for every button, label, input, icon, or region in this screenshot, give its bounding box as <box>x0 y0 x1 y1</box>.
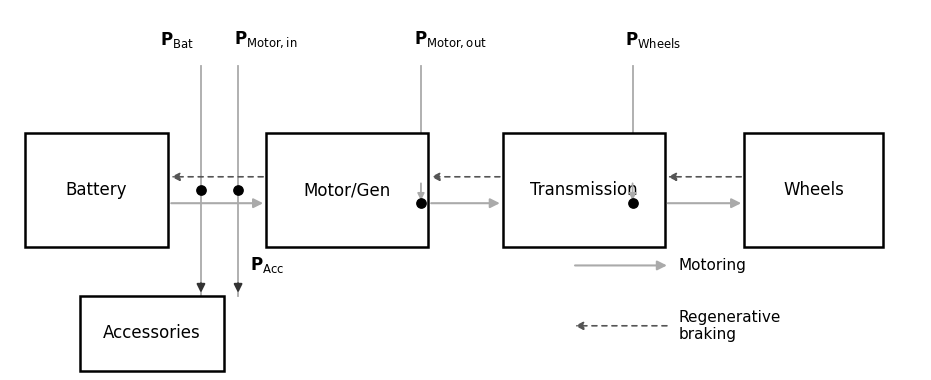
Point <box>194 187 209 193</box>
Point <box>231 187 246 193</box>
Text: Motoring: Motoring <box>679 258 747 273</box>
Bar <box>80 296 224 371</box>
Text: P$_{\rm Motor,out}$: P$_{\rm Motor,out}$ <box>413 30 486 51</box>
Text: Motor/Gen: Motor/Gen <box>304 181 391 199</box>
Bar <box>503 133 665 247</box>
Bar <box>24 133 169 247</box>
Text: Regenerative
braking: Regenerative braking <box>679 310 781 342</box>
Point <box>413 200 428 206</box>
Point <box>625 200 640 206</box>
Text: P$_{\rm Wheels}$: P$_{\rm Wheels}$ <box>625 30 681 51</box>
Text: P$_{\rm Bat}$: P$_{\rm Bat}$ <box>160 30 194 51</box>
Text: P$_{\rm Acc}$: P$_{\rm Acc}$ <box>250 255 285 275</box>
Bar <box>266 133 428 247</box>
Bar <box>744 133 884 247</box>
Text: Accessories: Accessories <box>103 325 201 342</box>
Text: Battery: Battery <box>66 181 128 199</box>
Text: Transmission: Transmission <box>530 181 638 199</box>
Text: Wheels: Wheels <box>783 181 844 199</box>
Text: P$_{\rm Motor,in}$: P$_{\rm Motor,in}$ <box>235 30 298 51</box>
